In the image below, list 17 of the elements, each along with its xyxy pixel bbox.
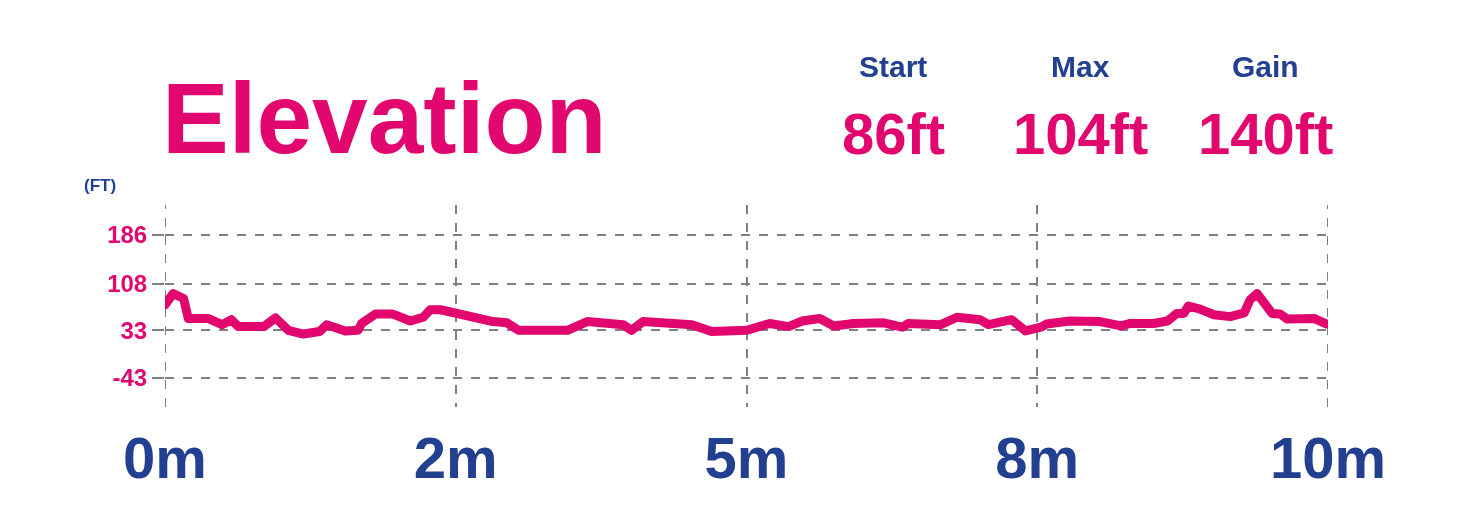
x-tick-label: 8m	[995, 425, 1080, 490]
text: 86ft	[842, 101, 946, 166]
x-tick-label: 2m	[413, 425, 498, 490]
y-tick-label: 186	[107, 221, 148, 249]
chart-title: Elevation	[162, 62, 607, 174]
y-tick-label: 108	[107, 269, 148, 297]
x-tick-label: 10m	[1269, 425, 1387, 490]
text: Gain	[1232, 50, 1299, 83]
y-tick-label: 33	[120, 316, 148, 344]
text: 104ft	[1013, 101, 1149, 166]
text: Start	[859, 50, 928, 83]
y-axis-title: (FT)	[84, 176, 117, 195]
x-tick-label: 0m	[123, 425, 207, 490]
y-tick-label: -43	[112, 364, 148, 392]
text: Max	[1051, 50, 1110, 83]
x-tick-label: 5m	[704, 425, 789, 490]
text: 140ft	[1198, 101, 1334, 166]
